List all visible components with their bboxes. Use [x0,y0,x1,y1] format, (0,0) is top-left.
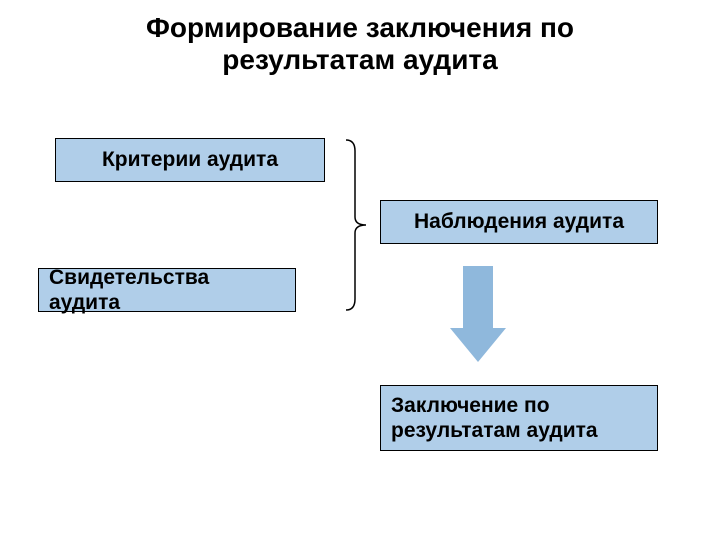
box-observations-label: Наблюдения аудита [414,209,624,234]
brace-connector [344,138,370,312]
box-criteria-label: Критерии аудита [102,147,278,172]
page-title: Формирование заключения по результатам а… [95,12,625,76]
arrow-down-icon [450,266,506,362]
box-evidence-label: Свидетельства аудита [49,265,285,315]
box-conclusion-label: Заключение по результатам аудита [391,393,647,443]
box-conclusion: Заключение по результатам аудита [380,385,658,451]
box-evidence: Свидетельства аудита [38,268,296,312]
box-criteria: Критерии аудита [55,138,325,182]
box-observations: Наблюдения аудита [380,200,658,244]
